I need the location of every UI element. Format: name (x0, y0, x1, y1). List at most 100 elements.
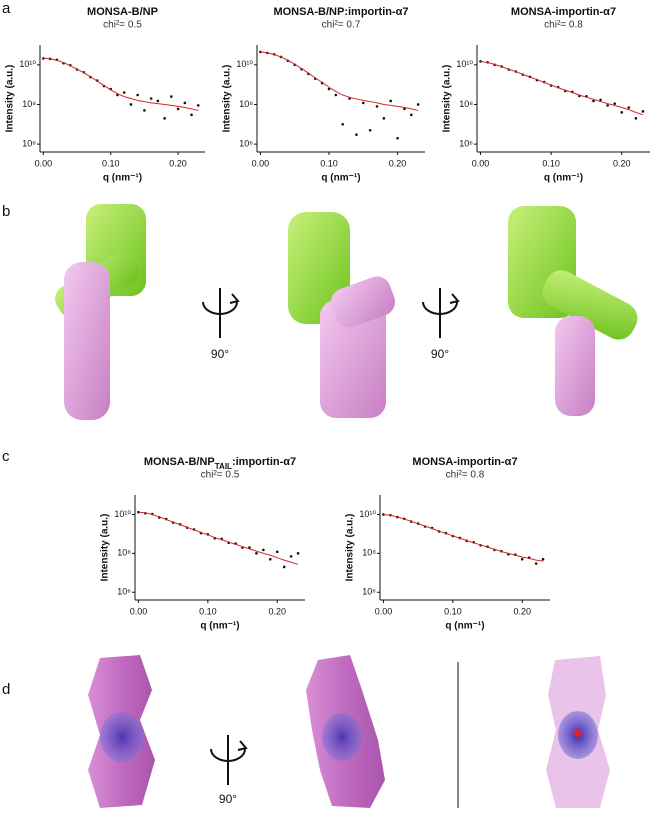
data-point (382, 117, 386, 120)
panel-label: b (2, 203, 10, 220)
data-point (129, 103, 133, 106)
y-tick-label: 10⁸ (117, 548, 131, 558)
data-point (534, 562, 538, 565)
data-point (382, 513, 385, 516)
data-point (289, 555, 293, 558)
x-tick-label: 0.20 (268, 606, 286, 616)
y-tick-label: 10⁶ (117, 587, 131, 597)
chart-subtitle: chi²= 0.7 (322, 20, 361, 31)
data-point (592, 99, 595, 103)
data-point (176, 107, 180, 111)
y-tick-label: 10⁸ (459, 99, 473, 109)
data-point (259, 50, 262, 54)
data-point (355, 133, 358, 136)
chart: MONSA-B/NP chi²= 0.5 Intensity (a.u.) q (nm… (5, 6, 205, 184)
data-point (416, 103, 420, 106)
y-tick-label: 10¹⁰ (236, 59, 253, 69)
y-tick-label: 10¹⁰ (114, 509, 131, 519)
chart: MONSA-importin-α7 chi²= 0.8 Intensity (a.u… (442, 6, 650, 184)
y-tick-label: 10¹⁰ (359, 509, 376, 519)
y-tick-label: 10⁸ (362, 548, 376, 558)
model-d2 (306, 655, 385, 808)
title-part: MONSA-B/NP (144, 456, 215, 468)
chart-title: MONSA-B/NPTAIL:importin-α7 (144, 456, 296, 471)
data-point (375, 105, 379, 108)
y-axis-label: Intensity (a.u.) (100, 514, 111, 582)
x-tick-label: 0.00 (375, 606, 393, 616)
data-point (341, 122, 345, 126)
data-point (627, 106, 631, 109)
data-point (183, 101, 187, 105)
x-tick-label: 0.00 (472, 158, 490, 168)
title-part: :importin-α7 (232, 456, 296, 468)
chart-title: MONSA-importin-α7 (511, 6, 616, 18)
y-tick-label: 10¹⁰ (456, 59, 473, 69)
chart: MONSA-importin-α7 chi²= 0.8 Intensity (a.u… (345, 456, 550, 632)
data-point (368, 128, 372, 132)
y-axis-label: Intensity (a.u.) (345, 514, 356, 582)
data-point (296, 552, 300, 555)
data-point (122, 91, 126, 94)
data-point (409, 113, 413, 117)
chart-subtitle: chi²= 0.8 (446, 470, 485, 481)
model-b2 (288, 212, 396, 418)
panel-label: a (2, 0, 11, 17)
data-point (599, 98, 602, 102)
data-point (137, 510, 140, 514)
data-point (613, 102, 616, 105)
data-point (275, 550, 279, 554)
x-tick-label: 0.20 (389, 158, 407, 168)
fit-line (138, 511, 299, 565)
data-point (255, 552, 258, 555)
data-point (634, 117, 638, 120)
title-part: TAIL (215, 462, 232, 471)
fit-line (383, 513, 544, 562)
data-point (389, 99, 393, 103)
x-tick-label: 0.00 (252, 158, 270, 168)
data-point (620, 111, 624, 114)
x-axis-label: q (nm⁻¹) (544, 173, 583, 184)
x-axis-label: q (nm⁻¹) (103, 173, 142, 184)
data-point (156, 99, 160, 103)
data-point (262, 548, 265, 552)
data-point (149, 97, 153, 100)
y-tick-label: 10¹⁰ (19, 59, 36, 69)
x-tick-label: 0.10 (320, 158, 338, 168)
rotation-label: 90° (431, 347, 449, 361)
y-tick-label: 10⁶ (362, 587, 376, 597)
x-tick-label: 0.10 (199, 606, 217, 616)
y-axis-label: Intensity (a.u.) (222, 65, 233, 133)
rotation-label: 90° (219, 792, 237, 806)
chart-title: MONSA-B/NP:importin-α7 (273, 6, 408, 18)
x-tick-label: 0.20 (513, 606, 531, 616)
x-tick-label: 0.10 (102, 158, 120, 168)
fit-line (43, 57, 199, 111)
chart-title: MONSA-B/NP (87, 6, 158, 18)
y-tick-label: 10⁶ (459, 138, 473, 148)
data-point (170, 95, 173, 98)
model-b1 (55, 204, 146, 420)
panel-label: c (2, 448, 10, 465)
data-point (143, 109, 146, 112)
data-point (334, 93, 338, 97)
chart-subtitle: chi²= 0.8 (544, 20, 583, 31)
x-tick-label: 0.00 (130, 606, 148, 616)
data-point (641, 110, 645, 113)
model-d1 (88, 655, 155, 808)
chart-subtitle: chi²= 0.5 (103, 20, 142, 31)
data-point (327, 87, 331, 91)
y-tick-label: 10⁶ (239, 138, 253, 148)
data-point (269, 557, 272, 561)
panel-label: d (2, 681, 10, 698)
x-axis-label: q (nm⁻¹) (445, 621, 484, 632)
data-point (396, 136, 399, 140)
data-point (163, 117, 166, 120)
y-axis-label: Intensity (a.u.) (442, 65, 453, 133)
y-axis-label: Intensity (a.u.) (5, 65, 16, 133)
chart-title: MONSA-importin-α7 (412, 456, 517, 468)
x-axis-label: q (nm⁻¹) (200, 621, 239, 632)
x-tick-label: 0.10 (542, 158, 560, 168)
chart-subtitle: chi²= 0.5 (201, 470, 240, 481)
